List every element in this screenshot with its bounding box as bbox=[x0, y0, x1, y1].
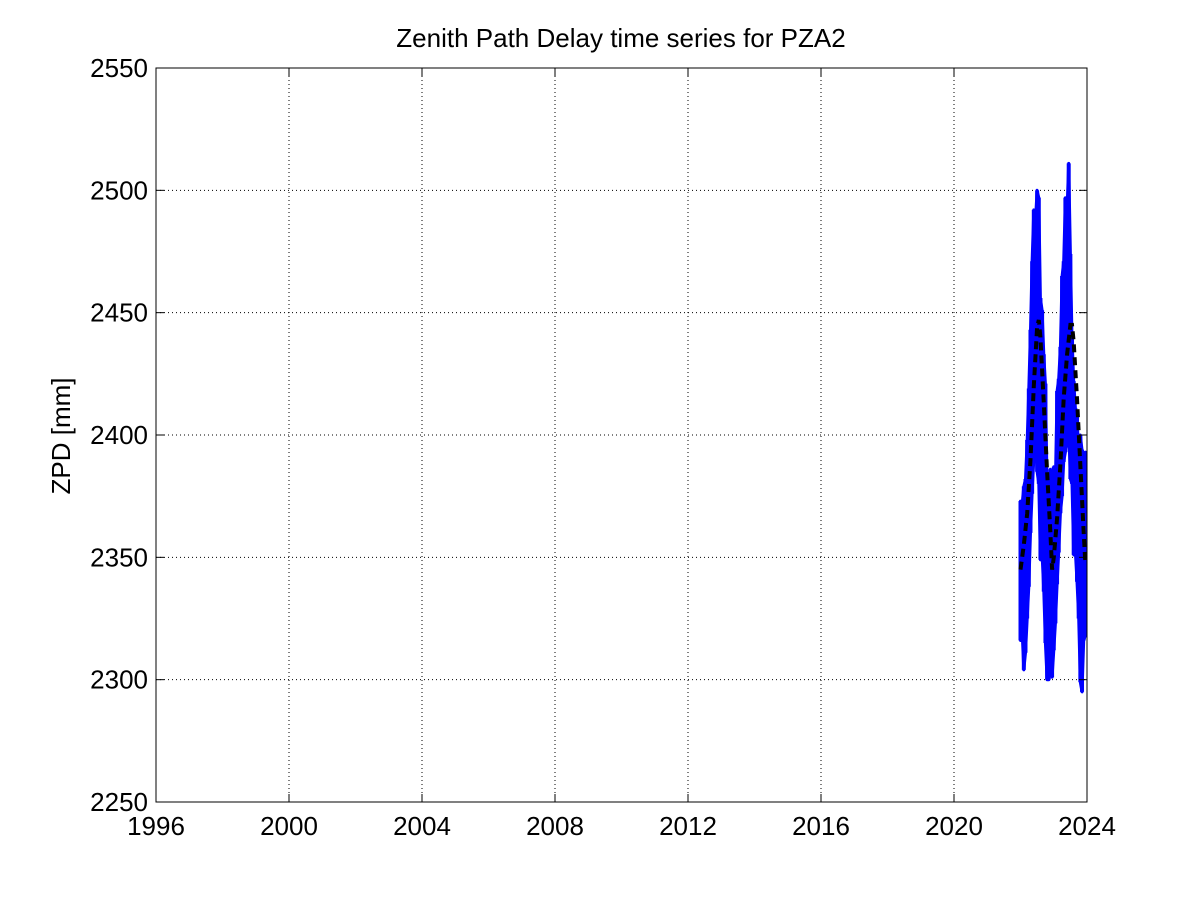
y-tick-label: 2450 bbox=[90, 298, 148, 328]
x-tick-label: 2000 bbox=[260, 811, 318, 841]
x-tick-label: 2004 bbox=[393, 811, 451, 841]
y-tick-label: 2550 bbox=[90, 53, 148, 83]
y-tick-label: 2300 bbox=[90, 665, 148, 695]
grid bbox=[156, 68, 1087, 802]
y-axis-label: ZPD [mm] bbox=[46, 378, 76, 495]
y-tick-label: 2350 bbox=[90, 542, 148, 572]
chart-title: Zenith Path Delay time series for PZA2 bbox=[396, 23, 845, 53]
axis-ticks: 1996 2000 2004 2008 2012 2016 2020 2024 2250 2300… bbox=[90, 53, 1116, 841]
x-tick-label: 2008 bbox=[526, 811, 584, 841]
x-tick-label: 2020 bbox=[925, 811, 983, 841]
x-tick-label: 2012 bbox=[659, 811, 717, 841]
x-tick-label: 1996 bbox=[127, 811, 185, 841]
plot-frame bbox=[155, 67, 1088, 803]
zpd-mean-line bbox=[1018, 319, 1088, 570]
x-tick-label: 2024 bbox=[1058, 811, 1116, 841]
y-tick-label: 2250 bbox=[90, 787, 148, 817]
y-tick-label: 2400 bbox=[90, 420, 148, 450]
series-layer bbox=[1018, 161, 1088, 694]
y-tick-label: 2500 bbox=[90, 175, 148, 205]
x-tick-label: 2016 bbox=[792, 811, 850, 841]
